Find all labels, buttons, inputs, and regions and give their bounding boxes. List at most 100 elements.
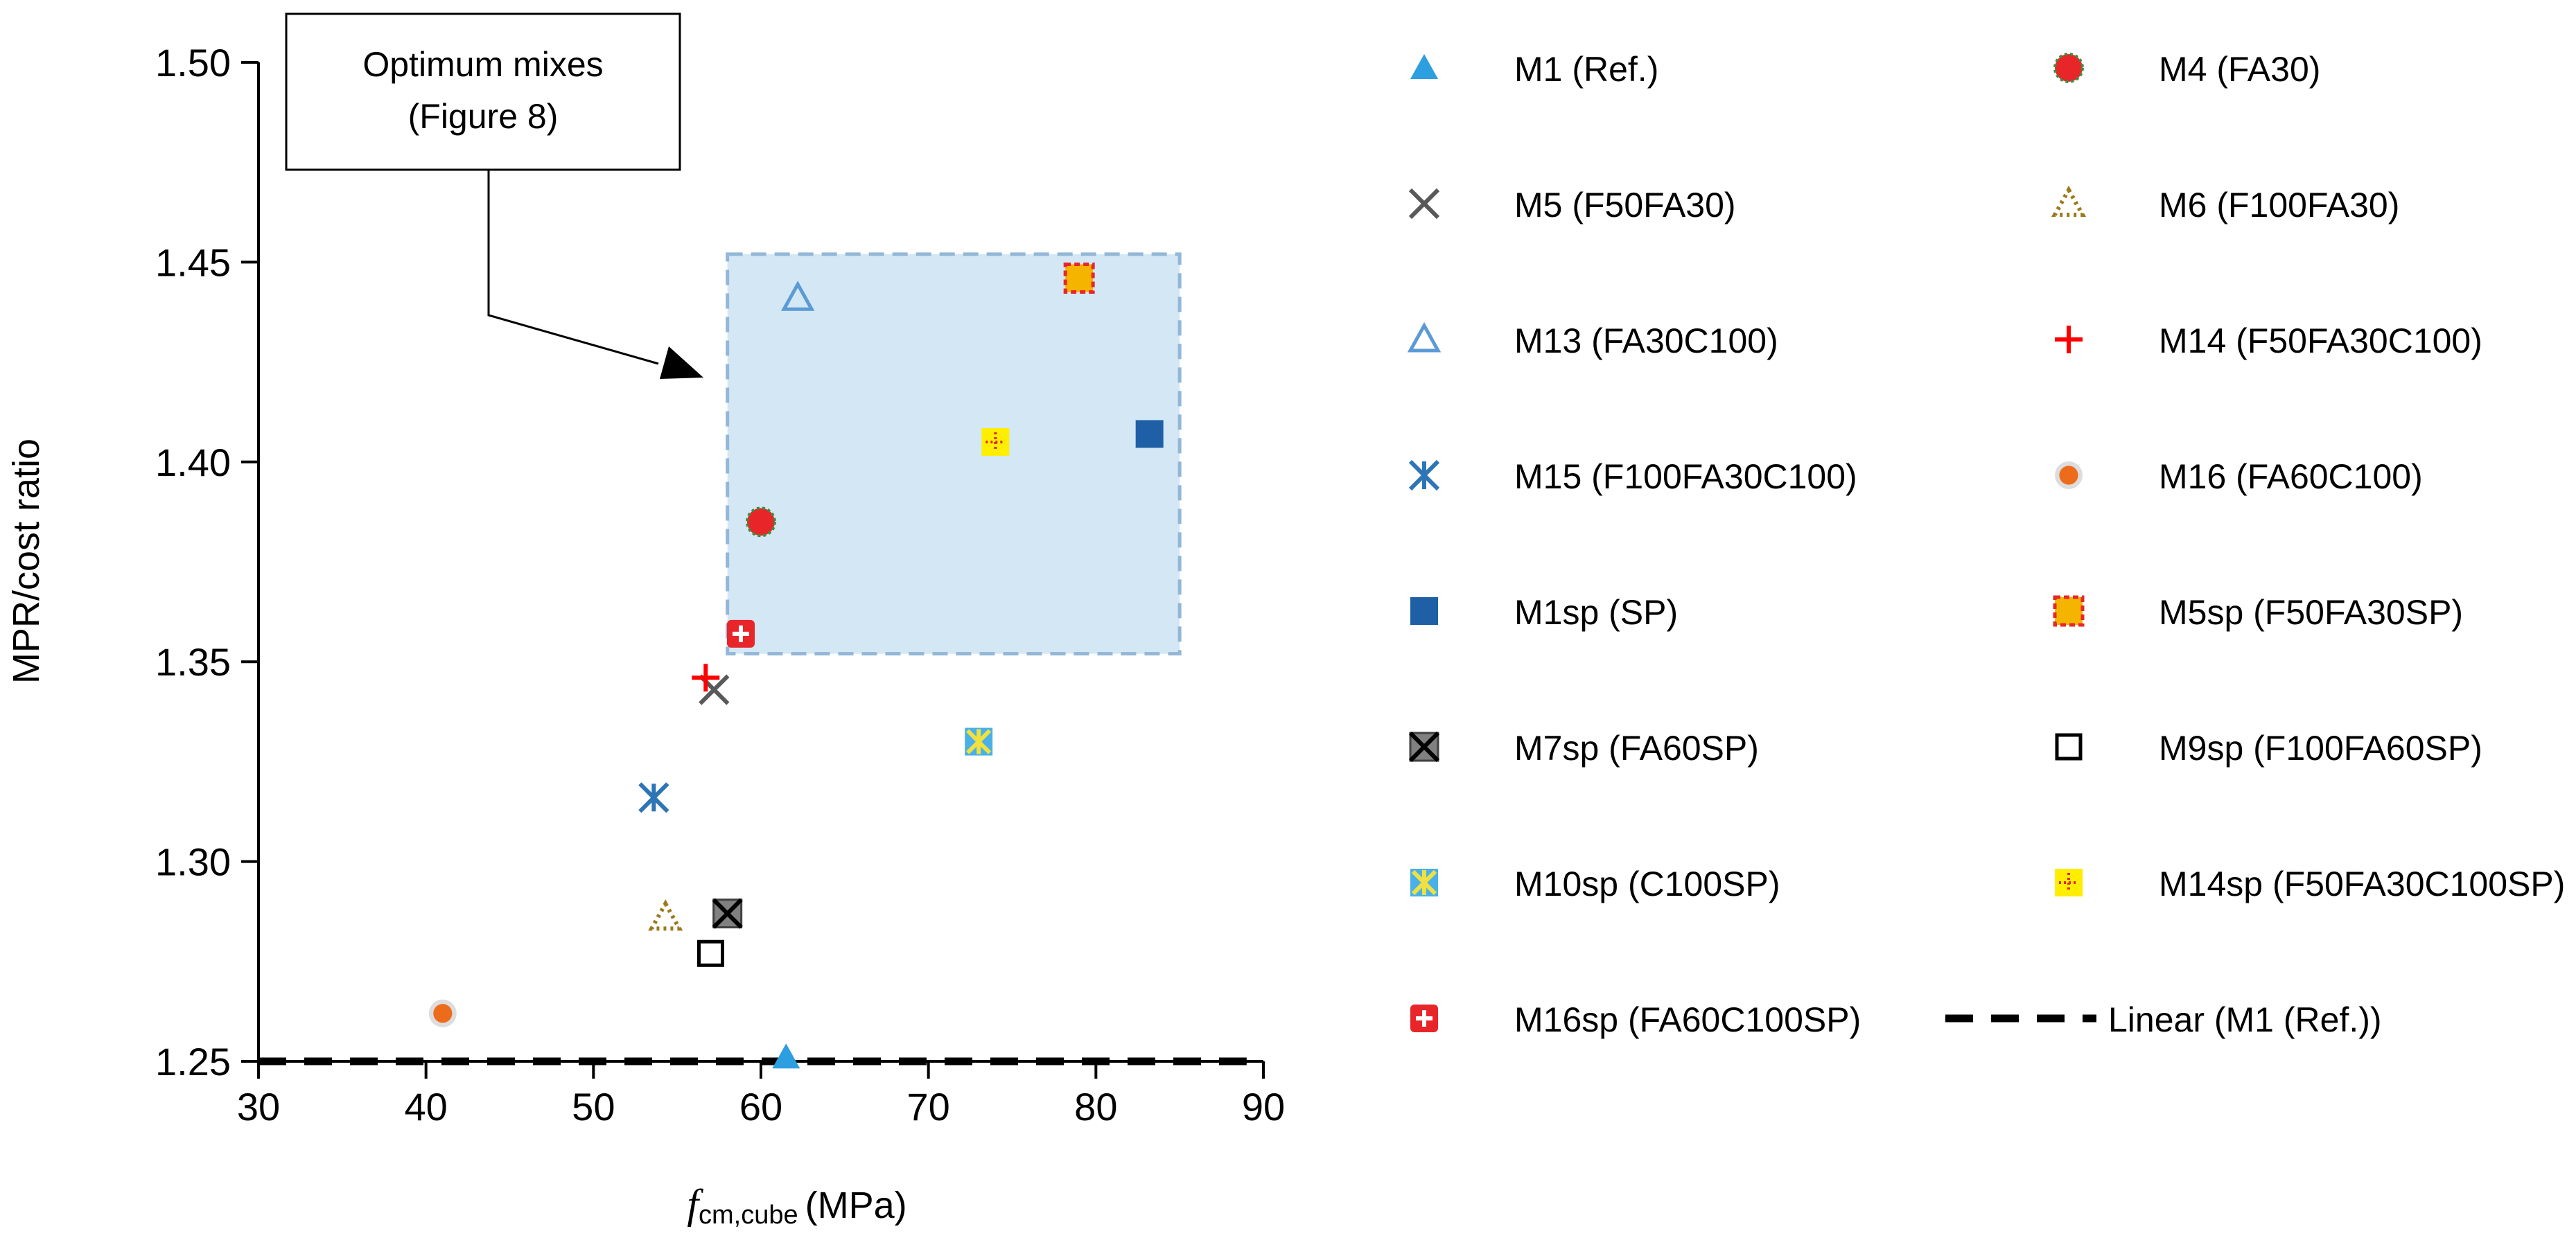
legend-item-m5: M5 (F50FA30) (1408, 186, 1736, 224)
annotation-arrow (487, 170, 659, 365)
legend-item-m7sp: M7sp (FA60SP) (1408, 729, 1759, 768)
legend-marker (1408, 459, 1440, 491)
legend-label: M6 (F100FA30) (2159, 186, 2399, 224)
point-m7sp (712, 898, 743, 929)
annotation-line-2: (Figure 8) (408, 97, 559, 136)
marker-shape (2053, 53, 2084, 83)
legend-marker (1408, 731, 1440, 763)
legend-label: M4 (FA30) (2159, 50, 2320, 89)
x-axis-label-unit: (MPa) (805, 1185, 907, 1226)
x-tick-label: 80 (1074, 1085, 1117, 1129)
x-tick-label: 90 (1242, 1085, 1285, 1129)
marker-shape (1063, 262, 1095, 294)
annotation-box (285, 12, 681, 171)
marker-shape (780, 281, 815, 311)
y-tick-label: 1.50 (155, 41, 231, 85)
legend: M1 (Ref.) M4 (FA30) M5 (F50FA30) M6 (F100FA… (1407, 50, 2565, 1039)
marker-shape (2055, 733, 2083, 761)
legend-marker (2051, 185, 2087, 217)
legend-label: M15 (F100FA30C100) (1514, 457, 1857, 496)
marker-shape (2053, 595, 2085, 627)
marker-shape (648, 899, 683, 931)
point-m1 (772, 1043, 800, 1069)
optimum-region (726, 252, 1182, 656)
legend-label: M5sp (F50FA30SP) (2159, 593, 2463, 632)
x-axis-label-sub: cm,cube (699, 1201, 798, 1230)
y-tick-label: 1.30 (155, 840, 231, 884)
legend-marker (1410, 54, 1438, 79)
marker-shape (772, 1043, 800, 1069)
marker-shape (712, 898, 743, 929)
legend-marker (1410, 1005, 1438, 1032)
point-m5sp (1063, 262, 1095, 294)
legend-item-m10sp: M10sp (C100SP) (1410, 865, 1780, 903)
legend-item-m1sp: M1sp (SP) (1410, 593, 1678, 632)
legend-item-m15: M15 (F100FA30C100) (1408, 457, 1857, 496)
y-ticks: 1.25 1.30 1.35 1.40 1.45 1.50 (155, 41, 259, 1084)
y-tick-label: 1.40 (155, 441, 231, 484)
legend-label: M14 (F50FA30C100) (2159, 321, 2482, 360)
marker-shape (2059, 466, 2078, 485)
x-tick-label: 30 (237, 1085, 280, 1129)
marker-shape (1407, 321, 1442, 353)
y-tick-label: 1.35 (155, 640, 231, 684)
marker-shape (697, 939, 724, 967)
legend-label: M16sp (FA60C100SP) (1514, 1000, 1861, 1039)
data-points (428, 262, 1164, 1069)
x-tick-label: 60 (739, 1085, 782, 1129)
marker-shape (1408, 731, 1440, 763)
x-tick-label: 40 (405, 1085, 448, 1129)
marker-shape (699, 674, 730, 705)
legend-marker (2055, 733, 2083, 761)
plot-area: 1.25 1.30 1.35 1.40 1.45 1.50 30 40 50 60 70 80 90 (155, 41, 1285, 1129)
legend-label: M1 (Ref.) (1514, 50, 1658, 89)
x-tick-label: 50 (572, 1085, 615, 1129)
legend-item-m14: M14 (F50FA30C100) (2055, 321, 2482, 360)
legend-item-m1: M1 (Ref.) (1410, 50, 1658, 89)
legend-marker (2055, 869, 2083, 896)
point-m16sp (727, 619, 755, 648)
annotation-line-1: Optimum mixes (362, 45, 603, 84)
x-tick-label: 70 (907, 1085, 950, 1129)
legend-label: M7sp (FA60SP) (1514, 729, 1759, 768)
point-m1sp (1135, 420, 1164, 448)
point-m15 (638, 782, 669, 813)
point-m13 (780, 281, 815, 311)
legend-item-m13: M13 (FA30C100) (1407, 321, 1778, 360)
y-axis-label: MPR/cost ratio (6, 439, 47, 684)
point-m14sp (981, 427, 1010, 456)
legend-item-m9sp: M9sp (F100FA60SP) (2055, 729, 2482, 768)
legend-marker (2053, 595, 2085, 627)
legend-label: Linear (M1 (Ref.)) (2108, 1000, 2382, 1039)
marker-shape (1410, 597, 1438, 625)
legend-label: M14sp (F50FA30C100SP) (2159, 865, 2565, 903)
legend-item-linear: Linear (M1 (Ref.)) (1945, 1000, 2382, 1039)
legend-item-m4: M4 (FA30) (2053, 50, 2320, 89)
point-m10sp (965, 727, 993, 756)
legend-marker (2053, 53, 2084, 83)
legend-marker (1408, 188, 1440, 220)
point-m6 (648, 899, 683, 931)
marker-shape (1135, 420, 1164, 448)
point-m4 (746, 506, 776, 538)
legend-marker (1410, 597, 1438, 625)
x-axis-label: fcm,cube (MPa) (687, 1181, 906, 1230)
legend-item-m6: M6 (F100FA30) (2051, 185, 2399, 224)
annotation-arrowhead (660, 346, 703, 379)
legend-marker (2055, 461, 2083, 489)
legend-item-m16: M16 (FA60C100) (2055, 457, 2423, 496)
point-m9sp (697, 939, 724, 967)
legend-label: M1sp (SP) (1514, 593, 1678, 632)
legend-label: M13 (FA30C100) (1514, 321, 1778, 360)
legend-label: M9sp (F100FA60SP) (2159, 729, 2482, 768)
marker-shape (433, 1004, 453, 1023)
legend-item-m16sp: M16sp (FA60C100SP) (1410, 1000, 1861, 1039)
marker-shape (1410, 54, 1438, 79)
legend-label: M5 (F50FA30) (1514, 186, 1736, 224)
legend-item-m14sp: M14sp (F50FA30C100SP) (2055, 865, 2565, 903)
legend-marker (1407, 321, 1442, 353)
point-m14 (692, 664, 720, 692)
legend-label: M16 (FA60C100) (2159, 457, 2423, 496)
legend-item-m5sp: M5sp (F50FA30SP) (2053, 593, 2463, 632)
